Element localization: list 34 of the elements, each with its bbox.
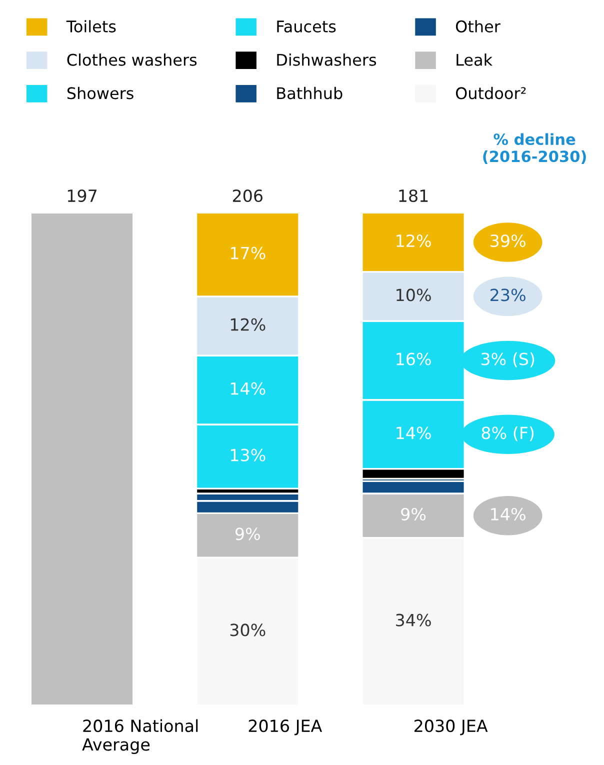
annotation: 23%	[490, 288, 526, 302]
legend-label: Faucets	[277, 20, 336, 32]
x-tick-label: 2016 JEA	[248, 720, 322, 736]
text: % decline (2016-2030)	[483, 133, 586, 164]
data-label: 9%	[401, 508, 426, 520]
data-label: 10%	[396, 288, 431, 302]
annotation: 197	[68, 189, 96, 202]
data-label: 16%	[396, 352, 431, 366]
annotation: 8% (F)	[482, 426, 534, 442]
x-tick-label: 2016 National Average	[82, 719, 198, 754]
legend-label: Outdoor²	[456, 86, 526, 100]
legend-label: Clothes washers	[67, 54, 197, 66]
data-label: 34%	[396, 614, 431, 626]
annotation: 206	[232, 189, 262, 202]
legend-label: Showers	[67, 86, 134, 100]
data-label: 13%	[230, 448, 266, 462]
legend-label: Bathhub	[277, 86, 342, 100]
data-label: 17%	[230, 246, 266, 260]
data-label: 14%	[230, 382, 266, 395]
annotation: 14%	[491, 508, 526, 520]
data-label: 12%	[230, 318, 266, 331]
legend-label: Leak	[456, 54, 493, 66]
data-label: 12%	[396, 234, 431, 248]
annotation: 39%	[490, 234, 526, 248]
data-label: 9%	[235, 528, 260, 540]
annotation: 181	[399, 189, 428, 202]
x-tick-label: 2030 JEA	[414, 720, 488, 736]
annotation: 3% (S)	[481, 352, 534, 368]
legend-label: Toilets	[66, 20, 116, 32]
data-label: 14%	[396, 426, 431, 440]
data-label: 30%	[230, 624, 266, 636]
legend-label: Dishwashers	[277, 54, 376, 66]
legend-label: Other	[456, 20, 500, 32]
bar	[30, 212, 134, 706]
